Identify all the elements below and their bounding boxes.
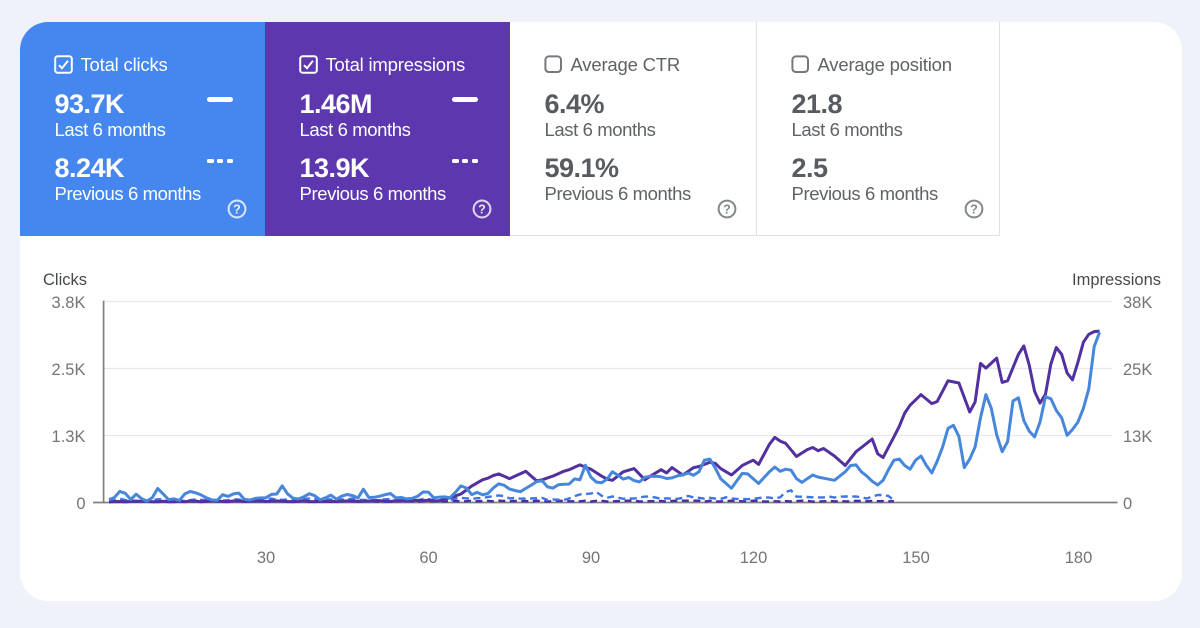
svg-text:38K: 38K (1123, 294, 1152, 312)
svg-text:180: 180 (1065, 549, 1093, 567)
svg-text:?: ? (478, 203, 486, 217)
svg-text:?: ? (723, 203, 731, 217)
svg-text:120: 120 (740, 549, 768, 567)
svg-text:Impressions: Impressions (1072, 271, 1161, 289)
svg-text:60: 60 (419, 549, 437, 567)
svg-text:3.8K: 3.8K (52, 294, 86, 312)
svg-text:0: 0 (1123, 495, 1132, 513)
svg-text:90: 90 (582, 549, 600, 567)
svg-text:30: 30 (257, 549, 275, 567)
svg-text:13K: 13K (1123, 428, 1152, 446)
svg-text:Clicks: Clicks (43, 271, 87, 289)
svg-text:1.3K: 1.3K (52, 428, 86, 446)
svg-text:0: 0 (76, 495, 85, 513)
svg-text:?: ? (970, 203, 978, 217)
svg-text:2.5K: 2.5K (52, 361, 86, 379)
svg-text:150: 150 (902, 549, 930, 567)
svg-text:25K: 25K (1123, 361, 1152, 379)
svg-text:?: ? (233, 203, 241, 217)
